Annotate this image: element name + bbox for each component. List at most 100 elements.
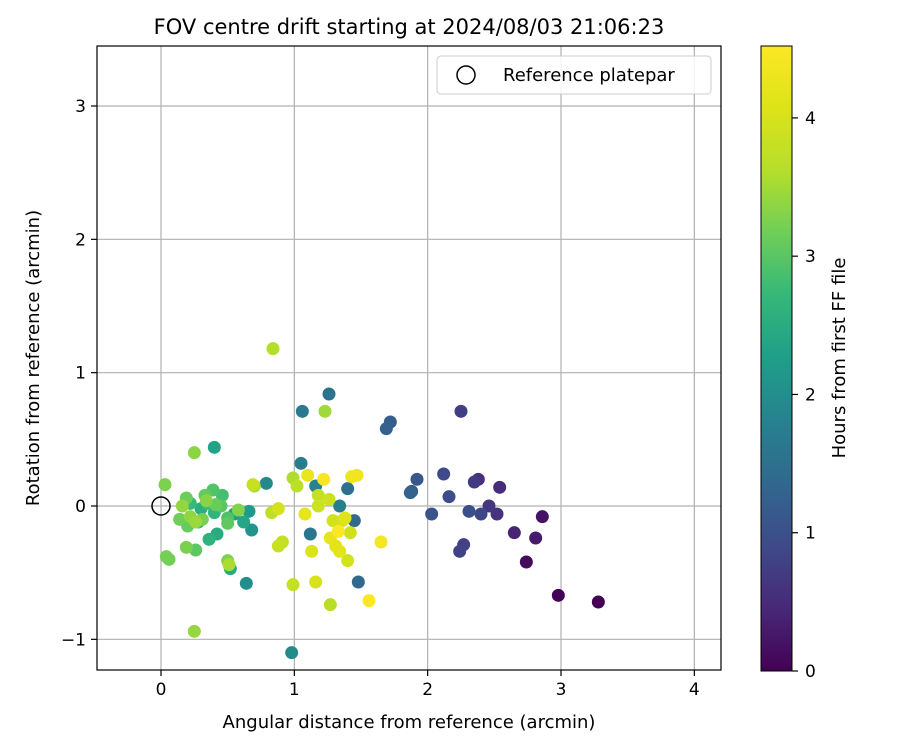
scatter-point — [271, 502, 285, 516]
x-tick-label: 4 — [689, 680, 700, 700]
scatter-point — [341, 554, 355, 568]
scatter-point — [175, 499, 189, 513]
scatter-point — [341, 482, 355, 496]
scatter-point — [271, 539, 285, 553]
legend-entry-label: Reference platepar — [503, 65, 675, 86]
axis-ticks: 0 1 2 3 4 −1 0 1 2 3 — [61, 97, 700, 700]
scatter-point — [507, 526, 521, 540]
scatter-point — [309, 575, 323, 589]
x-tick-label: 1 — [289, 680, 300, 700]
scatter-point — [199, 494, 213, 508]
y-tick-label: 0 — [75, 497, 86, 517]
y-tick-label: 2 — [75, 230, 86, 250]
scatter-point — [317, 472, 331, 486]
scatter-point — [318, 404, 332, 418]
x-axis-label: Angular distance from reference (arcmin) — [223, 712, 596, 733]
scatter-point — [311, 488, 325, 502]
scatter-point — [298, 507, 312, 521]
scatter-point — [187, 446, 201, 460]
scatter-point — [294, 456, 308, 470]
scatter-point — [490, 507, 504, 521]
plot-border — [96, 45, 722, 671]
scatter-point — [338, 511, 352, 525]
scatter-point — [410, 472, 424, 486]
scatter-point — [331, 524, 345, 538]
scatter-point — [221, 516, 235, 530]
scatter-point — [551, 588, 565, 602]
scatter-point — [305, 544, 319, 558]
colorbar-label: Hours from first FF file — [829, 258, 850, 459]
colorbar-tick-label: 2 — [805, 385, 816, 405]
scatter-point — [303, 527, 317, 541]
scatter-point — [519, 555, 533, 569]
scatter-point — [379, 422, 393, 436]
scatter-point — [454, 404, 468, 418]
scatter-point — [322, 492, 336, 506]
y-tick-label: 3 — [75, 97, 86, 117]
scatter-point — [535, 510, 549, 524]
scatter-point — [189, 515, 203, 529]
scatter-point — [333, 499, 347, 513]
x-tick-label: 0 — [156, 680, 167, 700]
scatter-point — [187, 624, 201, 638]
x-tick-label: 2 — [422, 680, 433, 700]
scatter-points — [158, 342, 605, 660]
scatter-point — [179, 540, 193, 554]
reference-marker-group — [151, 496, 171, 516]
scatter-point — [442, 490, 456, 504]
y-tick-label: −1 — [61, 630, 86, 650]
colorbar-tick-label: 3 — [805, 247, 816, 267]
scatter-point — [482, 499, 496, 513]
scatter-point — [350, 468, 364, 482]
colorbar-tick-label: 1 — [805, 524, 816, 544]
legend: Reference platepar — [436, 55, 712, 95]
plot-area: 0 1 2 3 4 −1 0 1 2 3 — [61, 45, 722, 700]
colorbar: 0 1 2 3 4 Hours from first FF file — [760, 45, 850, 682]
scatter-point — [239, 576, 253, 590]
reference-platepar-marker — [151, 496, 171, 516]
scatter-point — [322, 387, 336, 401]
scatter-point — [374, 535, 388, 549]
scatter-point — [266, 342, 280, 356]
scatter-point — [202, 532, 216, 546]
scatter-point — [231, 503, 245, 517]
colorbar-gradient — [760, 45, 793, 672]
y-axis-label: Rotation from reference (arcmin) — [23, 210, 44, 506]
scatter-point — [286, 578, 300, 592]
chart-title: FOV centre drift starting at 2024/08/03 … — [154, 15, 665, 39]
scatter-point — [158, 478, 172, 492]
scatter-point — [474, 507, 488, 521]
scatter-point — [529, 531, 543, 545]
scatter-point — [326, 514, 340, 528]
scatter-point — [343, 526, 357, 540]
scatter-point — [301, 468, 315, 482]
scatter-point — [173, 512, 187, 526]
scatter-point — [403, 486, 417, 500]
y-tick-label: 1 — [75, 364, 86, 384]
scatter-point — [242, 504, 256, 518]
scatter-point — [467, 475, 481, 489]
colorbar-tick-label: 4 — [805, 109, 816, 129]
colorbar-ticks: 0 1 2 3 4 — [792, 109, 816, 682]
legend-reference-marker — [456, 65, 476, 85]
legend-box — [436, 55, 712, 95]
scatter-point — [159, 550, 173, 564]
scatter-point — [245, 523, 259, 537]
scatter-point — [425, 507, 439, 521]
scatter-point — [453, 544, 467, 558]
plot-frame — [97, 46, 721, 670]
scatter-point — [290, 479, 304, 493]
scatter-point — [295, 404, 309, 418]
scatter-point — [362, 594, 376, 608]
scatter-point — [351, 575, 365, 589]
x-tick-label: 3 — [556, 680, 567, 700]
scatter-point — [437, 467, 451, 481]
scatter-point — [311, 499, 325, 513]
scatter-point — [462, 504, 476, 518]
scatter-point — [246, 478, 260, 492]
colorbar-tick-label: 0 — [805, 662, 816, 682]
scatter-point — [285, 646, 299, 660]
scatter-point — [222, 558, 236, 572]
scatter-point — [237, 515, 251, 529]
